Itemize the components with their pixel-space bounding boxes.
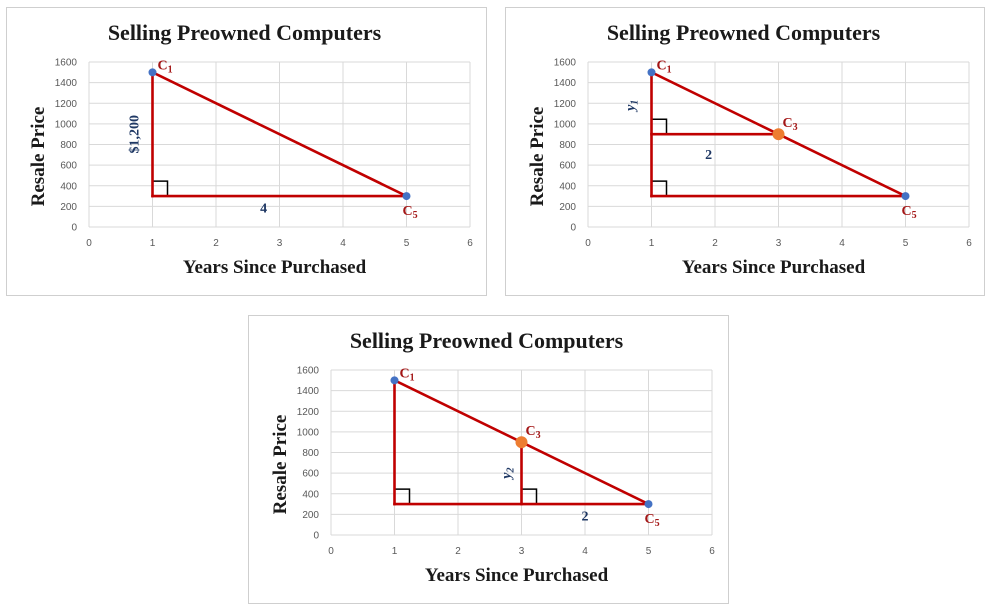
y-tick-label: 200 xyxy=(302,510,319,521)
point-label: C3 xyxy=(783,116,798,133)
y-tick-label: 600 xyxy=(559,161,576,172)
annotation-label: 4 xyxy=(260,201,267,216)
chart-svg: Selling Preowned Computers 0 200 400 600 800 1… xyxy=(527,20,972,278)
x-axis-label: Years Since Purchased xyxy=(183,257,367,278)
y-tick-label: 600 xyxy=(60,161,77,172)
x-tick-label: 5 xyxy=(646,546,652,557)
data-point xyxy=(515,436,528,449)
y-tick-label: 0 xyxy=(71,223,77,234)
chart-title: Selling Preowned Computers xyxy=(108,20,382,45)
y-tick-label: 0 xyxy=(313,531,319,542)
x-tick-label: 3 xyxy=(776,238,782,249)
x-axis-label: Years Since Purchased xyxy=(682,257,866,278)
x-tick-label: 1 xyxy=(150,238,156,249)
x-tick-label: 1 xyxy=(392,546,398,557)
point-label: C1 xyxy=(657,58,672,75)
chart-panel-1: Selling Preowned Computers 0 200 400 600 800 1… xyxy=(6,7,487,296)
y-tick-label: 0 xyxy=(570,223,576,234)
x-tick-label: 0 xyxy=(585,238,591,249)
data-point xyxy=(644,500,653,509)
triangle-segment xyxy=(150,70,409,198)
x-tick-label: 6 xyxy=(966,238,972,249)
y-axis-label: Resale Price xyxy=(270,415,291,515)
y-tick-label: 1600 xyxy=(55,58,78,69)
y-tick-label: 1400 xyxy=(297,386,320,397)
y-tick-label: 1000 xyxy=(55,119,78,130)
x-tick-label: 0 xyxy=(86,238,92,249)
chart-title: Selling Preowned Computers xyxy=(350,328,624,353)
y-tick-label: 1600 xyxy=(554,58,577,69)
y-tick-label: 200 xyxy=(559,202,576,213)
data-point xyxy=(148,68,157,77)
x-tick-label: 3 xyxy=(519,546,525,557)
x-tick-label: 2 xyxy=(213,238,219,249)
y-tick-label: 1200 xyxy=(554,99,577,110)
right-angle-marker xyxy=(521,488,538,505)
point-label: C1 xyxy=(400,366,415,383)
y-axis-label: Resale Price xyxy=(28,107,49,207)
x-tick-label: 3 xyxy=(277,238,283,249)
annotation-label: 2 xyxy=(705,148,712,163)
y-tick-label: 800 xyxy=(302,448,319,459)
annotation-label: $1,200 xyxy=(127,115,142,154)
x-tick-label: 0 xyxy=(328,546,334,557)
annotation-label: y1 xyxy=(623,100,640,113)
x-tick-label: 6 xyxy=(467,238,473,249)
y-tick-label: 200 xyxy=(60,202,77,213)
x-tick-label: 2 xyxy=(455,546,461,557)
chart-panel-2: Selling Preowned Computers 0 200 400 600 800 1… xyxy=(505,7,985,296)
right-angle-marker xyxy=(651,180,668,197)
y-tick-label: 600 xyxy=(302,469,319,480)
x-tick-label: 4 xyxy=(582,546,588,557)
y-tick-label: 1000 xyxy=(554,119,577,130)
x-tick-label: 5 xyxy=(903,238,909,249)
data-point xyxy=(901,192,910,201)
x-axis-label: Years Since Purchased xyxy=(425,565,609,586)
data-point xyxy=(390,376,399,385)
annotation-label: y2 xyxy=(500,468,517,481)
right-angle-marker xyxy=(152,180,169,197)
data-point xyxy=(772,128,785,141)
y-tick-label: 1200 xyxy=(55,99,78,110)
y-tick-label: 400 xyxy=(60,181,77,192)
point-label: C3 xyxy=(526,424,541,441)
data-point xyxy=(402,192,411,201)
y-tick-label: 400 xyxy=(302,489,319,500)
y-tick-label: 800 xyxy=(559,140,576,151)
point-label: C1 xyxy=(158,58,173,75)
x-tick-label: 1 xyxy=(649,238,655,249)
right-angle-marker xyxy=(651,118,668,135)
y-tick-label: 1200 xyxy=(297,407,320,418)
y-tick-label: 1600 xyxy=(297,366,320,377)
y-tick-label: 1000 xyxy=(297,427,320,438)
chart-svg: Selling Preowned Computers 0 200 400 600 800 1… xyxy=(28,20,473,278)
y-tick-label: 400 xyxy=(559,181,576,192)
y-tick-label: 1400 xyxy=(554,78,577,89)
x-tick-label: 4 xyxy=(340,238,346,249)
x-tick-label: 4 xyxy=(839,238,845,249)
x-tick-label: 5 xyxy=(404,238,410,249)
y-axis-label: Resale Price xyxy=(527,107,548,207)
annotation-label: 2 xyxy=(582,509,589,524)
right-angle-marker xyxy=(394,488,411,505)
y-tick-label: 1400 xyxy=(55,78,78,89)
chart-title: Selling Preowned Computers xyxy=(607,20,881,45)
x-tick-label: 2 xyxy=(712,238,718,249)
y-tick-label: 800 xyxy=(60,140,77,151)
chart-svg: Selling Preowned Computers 0 200 400 600 800 1… xyxy=(270,328,715,586)
chart-panel-3: Selling Preowned Computers 0 200 400 600 800 1… xyxy=(248,315,729,604)
x-tick-label: 6 xyxy=(709,546,715,557)
data-point xyxy=(647,68,656,77)
